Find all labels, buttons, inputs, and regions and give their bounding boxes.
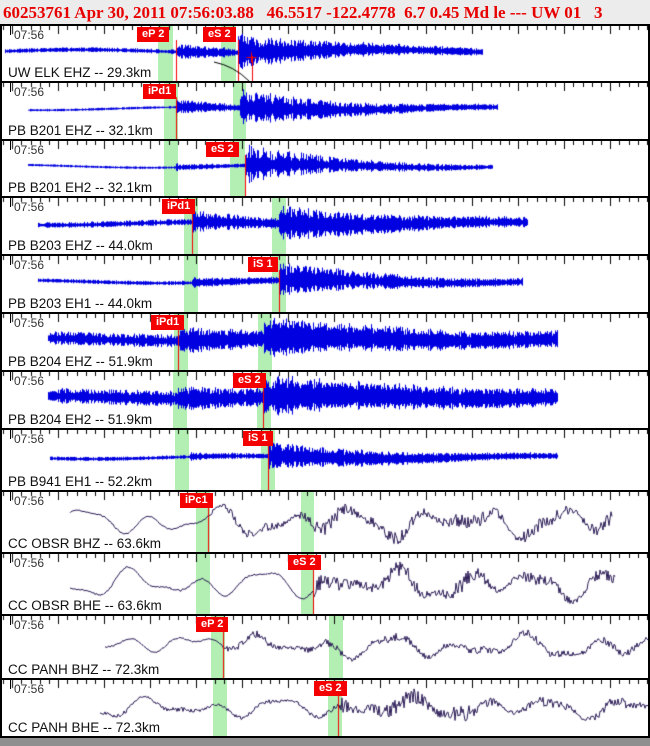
phase-pick-label[interactable]: eP 2: [137, 27, 170, 42]
station-label: PB B203 EHZ -- 44.0km: [8, 238, 153, 253]
trace-panel[interactable]: 07:56 PB B204 EHZ -- 51.9km iPd1: [2, 314, 648, 372]
trace-panel[interactable]: 07:56 PB B941 EH1 -- 52.2km iS 1: [2, 430, 648, 492]
station-label: PB B204 EHZ -- 51.9km: [8, 354, 153, 369]
trace-panel[interactable]: 07:56 PB B203 EH1 -- 44.0km iS 1: [2, 256, 648, 314]
trace-time-label: 07:56: [9, 141, 45, 157]
trace-panel[interactable]: 07:56 CC OBSR BHE -- 63.6km eS 2: [2, 554, 648, 616]
station-label: CC PANH BHE -- 72.3km: [8, 720, 161, 735]
trace-time-label: 07:56: [9, 83, 45, 99]
trace-time-label: 07:56: [9, 198, 45, 214]
station-label: UW ELK EHZ -- 29.3km: [8, 65, 152, 80]
station-label: PB B204 EH2 -- 51.9km: [8, 412, 153, 427]
trace-panel[interactable]: 07:56 PB B203 EHZ -- 44.0km iPd1: [2, 198, 648, 256]
trace-time-label: 07:56: [9, 372, 45, 388]
phase-pick-label[interactable]: iPd1: [151, 315, 185, 330]
seismogram-canvas[interactable]: [2, 256, 648, 312]
station-label: PB B203 EH1 -- 44.0km: [8, 296, 153, 311]
seismogram-canvas[interactable]: [2, 141, 648, 196]
trace-panel[interactable]: 07:56 CC PANH BHZ -- 72.3km eP 2: [2, 616, 648, 680]
seismogram-canvas[interactable]: [2, 430, 648, 490]
trace-time-label: 07:56: [9, 554, 45, 570]
trace-panel[interactable]: 07:56 UW ELK EHZ -- 29.3km eP 2 eS 2: [2, 26, 648, 83]
trace-time-label: 07:56: [9, 616, 45, 632]
trace-time-label: 07:56: [9, 256, 45, 272]
trace-time-label: 07:56: [9, 314, 45, 330]
seismogram-canvas[interactable]: [2, 83, 648, 139]
trace-list: 07:56 UW ELK EHZ -- 29.3km eP 2 eS 2 07:5…: [0, 26, 650, 738]
seismogram-canvas[interactable]: [2, 198, 648, 254]
seismogram-canvas[interactable]: [2, 492, 648, 552]
phase-pick-label[interactable]: iPd1: [162, 199, 196, 214]
phase-pick-label[interactable]: eS 2: [288, 555, 321, 570]
trace-panel[interactable]: 07:56 PB B201 EHZ -- 32.1km iPd1: [2, 83, 648, 141]
station-label: CC OBSR BHE -- 63.6km: [8, 598, 162, 613]
station-label: CC OBSR BHZ -- 63.6km: [8, 536, 162, 551]
trace-time-label: 07:56: [9, 680, 45, 696]
seismogram-canvas[interactable]: [2, 616, 648, 678]
station-label: CC PANH BHZ -- 72.3km: [8, 662, 160, 677]
phase-pick-label[interactable]: eP 2: [196, 617, 229, 632]
seismogram-canvas[interactable]: [2, 554, 648, 614]
phase-pick-label[interactable]: eS 2: [203, 27, 236, 42]
phase-pick-label[interactable]: eS 2: [206, 142, 239, 157]
event-header: 60253761 Apr 30, 2011 07:56:03.88 46.551…: [0, 0, 650, 26]
seismogram-canvas[interactable]: [2, 372, 648, 428]
trace-time-label: 07:56: [9, 26, 45, 42]
phase-pick-label[interactable]: eS 2: [314, 681, 347, 696]
station-label: PB B201 EH2 -- 32.1km: [8, 180, 153, 195]
bottom-bar: [0, 738, 650, 746]
trace-panel[interactable]: 07:56 PB B204 EH2 -- 51.9km eS 2: [2, 372, 648, 430]
phase-pick-label[interactable]: iPd1: [143, 84, 177, 99]
seismogram-canvas[interactable]: [2, 314, 648, 370]
trace-panel[interactable]: 07:56 PB B201 EH2 -- 32.1km eS 2: [2, 141, 648, 198]
trace-time-label: 07:56: [9, 492, 45, 508]
trace-time-label: 07:56: [9, 430, 45, 446]
station-label: PB B201 EHZ -- 32.1km: [8, 123, 153, 138]
phase-pick-label[interactable]: iPc1: [180, 493, 213, 508]
phase-pick-label[interactable]: eS 2: [233, 373, 266, 388]
phase-pick-label[interactable]: iS 1: [248, 257, 278, 272]
seismogram-canvas[interactable]: [2, 26, 648, 81]
trace-panel[interactable]: 07:56 CC OBSR BHZ -- 63.6km iPc1: [2, 492, 648, 554]
station-label: PB B941 EH1 -- 52.2km: [8, 474, 153, 489]
trace-panel[interactable]: 07:56 CC PANH BHE -- 72.3km eS 2: [2, 680, 648, 738]
phase-pick-label[interactable]: iS 1: [243, 431, 273, 446]
